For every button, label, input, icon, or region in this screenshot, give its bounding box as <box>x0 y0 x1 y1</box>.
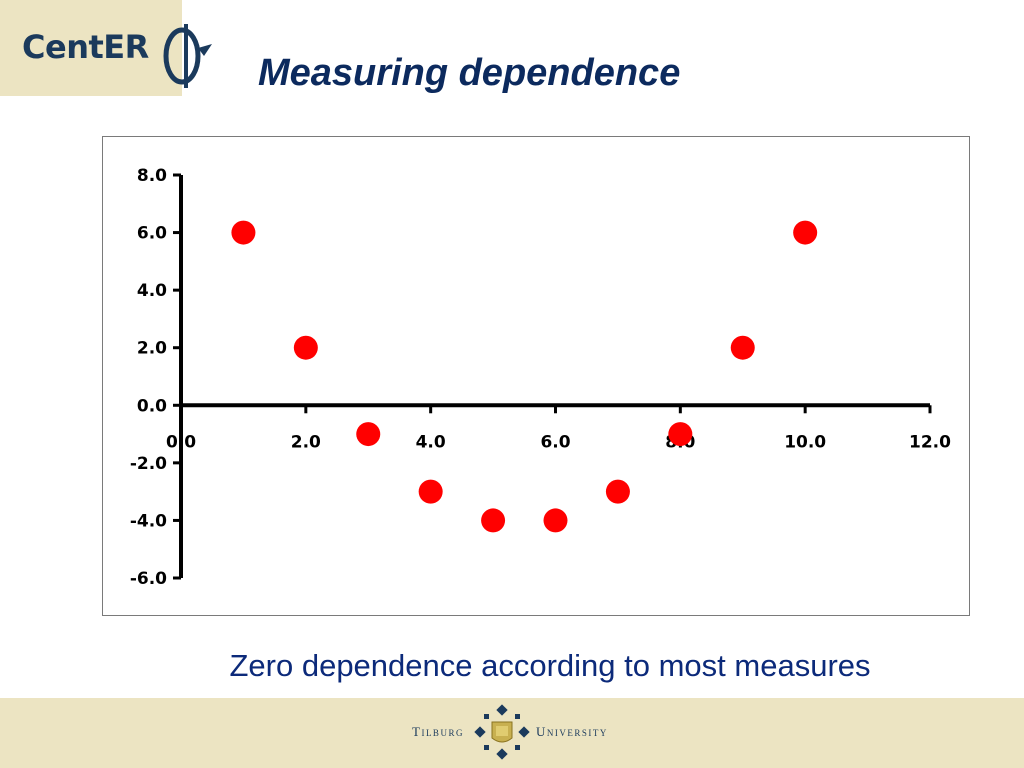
y-tick-label: -2.0 <box>130 454 167 474</box>
center-logo-text: CentER <box>22 28 149 66</box>
university-emblem-icon <box>474 704 530 760</box>
logo-panel: CentER <box>0 0 182 96</box>
slide-title: Measuring dependence <box>258 52 681 94</box>
data-point <box>418 479 443 504</box>
y-tick-label: 4.0 <box>137 281 167 301</box>
footer-band: Tilburg University <box>0 698 1024 768</box>
data-point <box>605 479 630 504</box>
y-tick-label: -6.0 <box>130 569 167 589</box>
chart-frame <box>102 136 970 616</box>
y-tick-label: 8.0 <box>137 166 167 186</box>
data-point <box>481 508 506 533</box>
data-point <box>730 335 755 360</box>
y-tick-label: 0.0 <box>137 396 167 416</box>
data-point <box>356 422 381 447</box>
x-tick-label: 12.0 <box>909 432 951 452</box>
y-tick-label: -4.0 <box>130 511 167 531</box>
data-point <box>793 220 818 245</box>
x-tick-label: 10.0 <box>784 432 826 452</box>
data-point <box>668 422 693 447</box>
x-tick-label: 4.0 <box>416 432 446 452</box>
data-point <box>543 508 568 533</box>
x-tick-label: 6.0 <box>540 432 570 452</box>
footer-tilburg: Tilburg <box>412 724 464 739</box>
caption: Zero dependence according to most measur… <box>229 648 871 683</box>
center-logo-mark-icon <box>163 24 212 88</box>
data-point <box>293 335 318 360</box>
data-point <box>231 220 256 245</box>
x-tick-label: 0.0 <box>166 432 196 452</box>
y-tick-label: 6.0 <box>137 224 167 244</box>
y-tick-label: 2.0 <box>137 339 167 359</box>
footer-university: University <box>536 724 608 739</box>
x-tick-label: 2.0 <box>291 432 321 452</box>
